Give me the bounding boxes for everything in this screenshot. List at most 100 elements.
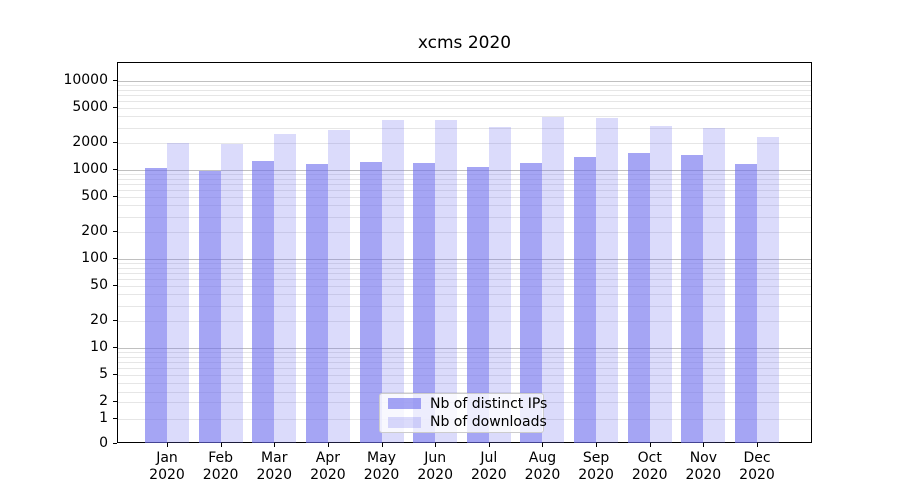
- minor-gridline: [118, 183, 811, 185]
- x-tick-label: Dec 2020: [739, 450, 775, 483]
- legend-label: Nb of distinct IPs: [430, 395, 548, 412]
- bar-distinct-ips: [574, 156, 597, 443]
- y-tick-mark: [113, 142, 117, 144]
- bar-downloads: [167, 143, 189, 443]
- bar-downloads: [649, 125, 672, 443]
- x-tick-mark: [488, 443, 490, 447]
- x-tick-label: Feb 2020: [202, 450, 239, 483]
- minor-gridline: [118, 174, 811, 176]
- x-tick-mark: [220, 443, 222, 447]
- y-tick-mark: [113, 417, 117, 419]
- y-tick-mark: [113, 320, 117, 322]
- x-tick-label: Mar 2020: [256, 450, 293, 483]
- minor-gridline: [118, 100, 811, 102]
- y-tick-label: 5000: [72, 98, 108, 115]
- y-tick-label: 50: [90, 276, 108, 293]
- plot-area: [117, 62, 812, 443]
- x-tick-mark: [167, 443, 168, 447]
- y-tick-mark: [113, 284, 117, 286]
- y-tick-label: 100: [81, 250, 108, 266]
- minor-gridline: [118, 321, 811, 323]
- y-tick-mark: [113, 401, 117, 402]
- minor-gridline: [118, 367, 811, 369]
- bar-distinct-ips: [413, 162, 436, 443]
- x-tick-mark: [542, 443, 544, 447]
- minor-gridline: [118, 285, 811, 287]
- minor-gridline: [118, 391, 811, 393]
- y-tick-mark: [113, 443, 117, 444]
- bar-downloads: [756, 136, 779, 443]
- y-tick-mark: [113, 347, 117, 348]
- bar-distinct-ips: [734, 163, 757, 443]
- chart-title: xcms 2020: [417, 33, 512, 53]
- minor-gridline: [118, 272, 811, 274]
- bar-distinct-ips: [198, 171, 221, 443]
- bar-distinct-ips: [681, 154, 704, 443]
- y-tick-mark: [113, 231, 117, 233]
- x-tick-label: Jan 2020: [149, 450, 185, 483]
- legend-item: Nb of downloads: [380, 413, 547, 431]
- bar-distinct-ips: [520, 162, 543, 443]
- bar-downloads: [596, 117, 619, 443]
- minor-gridline: [118, 356, 811, 358]
- minor-gridline: [118, 85, 811, 87]
- y-tick-mark: [113, 80, 117, 81]
- bar-downloads: [703, 127, 726, 443]
- x-tick-mark: [381, 443, 383, 447]
- bar-distinct-ips: [305, 163, 328, 443]
- bar-downloads: [381, 120, 404, 443]
- x-tick-mark: [327, 443, 329, 447]
- y-tick-label: 10: [90, 339, 108, 355]
- minor-gridline: [118, 361, 811, 363]
- x-tick-label: Jun 2020: [417, 450, 453, 483]
- y-tick-mark: [113, 373, 117, 375]
- minor-gridline: [118, 189, 811, 191]
- major-gridline: [118, 259, 811, 260]
- y-tick-label: 0: [99, 435, 108, 451]
- bar-downloads: [435, 120, 458, 443]
- minor-gridline: [118, 305, 811, 307]
- x-tick-mark: [274, 443, 276, 447]
- x-tick-label: Aug 2020: [524, 450, 561, 483]
- bar-downloads: [327, 129, 350, 443]
- minor-gridline: [118, 94, 811, 96]
- y-tick-mark: [113, 195, 117, 197]
- bar-downloads: [274, 133, 297, 443]
- y-tick-label: 2: [99, 393, 108, 409]
- bar-distinct-ips: [359, 162, 382, 443]
- legend-item: Nb of distinct IPs: [380, 395, 547, 413]
- major-gridline: [118, 348, 811, 349]
- y-tick-mark: [113, 258, 117, 259]
- x-tick-mark: [435, 443, 437, 447]
- minor-gridline: [118, 205, 811, 207]
- x-tick-label: Jul 2020: [470, 450, 507, 483]
- minor-gridline: [118, 196, 811, 198]
- minor-gridline: [118, 267, 811, 269]
- minor-gridline: [118, 216, 811, 218]
- minor-gridline: [118, 278, 811, 280]
- y-tick-mark: [113, 106, 117, 108]
- minor-gridline: [118, 127, 811, 129]
- bar-distinct-ips: [145, 168, 167, 443]
- bar-downloads: [220, 144, 243, 443]
- minor-gridline: [118, 232, 811, 234]
- bar-distinct-ips: [466, 166, 489, 443]
- minor-gridline: [118, 383, 811, 385]
- y-tick-label: 2000: [72, 134, 108, 151]
- major-gridline: [118, 170, 811, 171]
- bar-distinct-ips: [252, 161, 275, 443]
- x-tick-label: May 2020: [363, 450, 400, 483]
- x-tick-label: Oct 2020: [631, 450, 668, 483]
- minor-gridline: [118, 374, 811, 376]
- minor-gridline: [118, 89, 811, 91]
- x-tick-mark: [703, 443, 705, 447]
- legend-swatch-icon: [388, 416, 421, 428]
- minor-gridline: [118, 116, 811, 118]
- y-tick-label: 200: [81, 223, 108, 240]
- legend: Nb of distinct IPs Nb of downloads: [379, 393, 547, 433]
- y-tick-label: 1: [99, 409, 108, 426]
- x-tick-mark: [596, 443, 598, 447]
- major-gridline: [118, 81, 811, 82]
- minor-gridline: [118, 178, 811, 180]
